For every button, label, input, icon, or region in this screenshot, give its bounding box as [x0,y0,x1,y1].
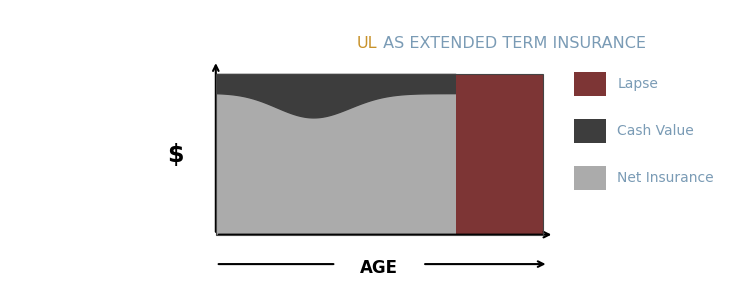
Text: UL: UL [357,36,377,51]
Text: AS EXTENDED TERM INSURANCE: AS EXTENDED TERM INSURANCE [377,36,645,51]
Bar [574,72,606,95]
Text: AGE: AGE [360,259,398,277]
Bar [574,166,606,190]
Text: Lapse: Lapse [617,77,658,91]
Bar [574,119,606,143]
Text: Net Insurance: Net Insurance [617,171,714,185]
Text: $: $ [167,143,184,166]
Text: Cash Value: Cash Value [617,124,694,138]
Polygon shape [216,74,456,118]
